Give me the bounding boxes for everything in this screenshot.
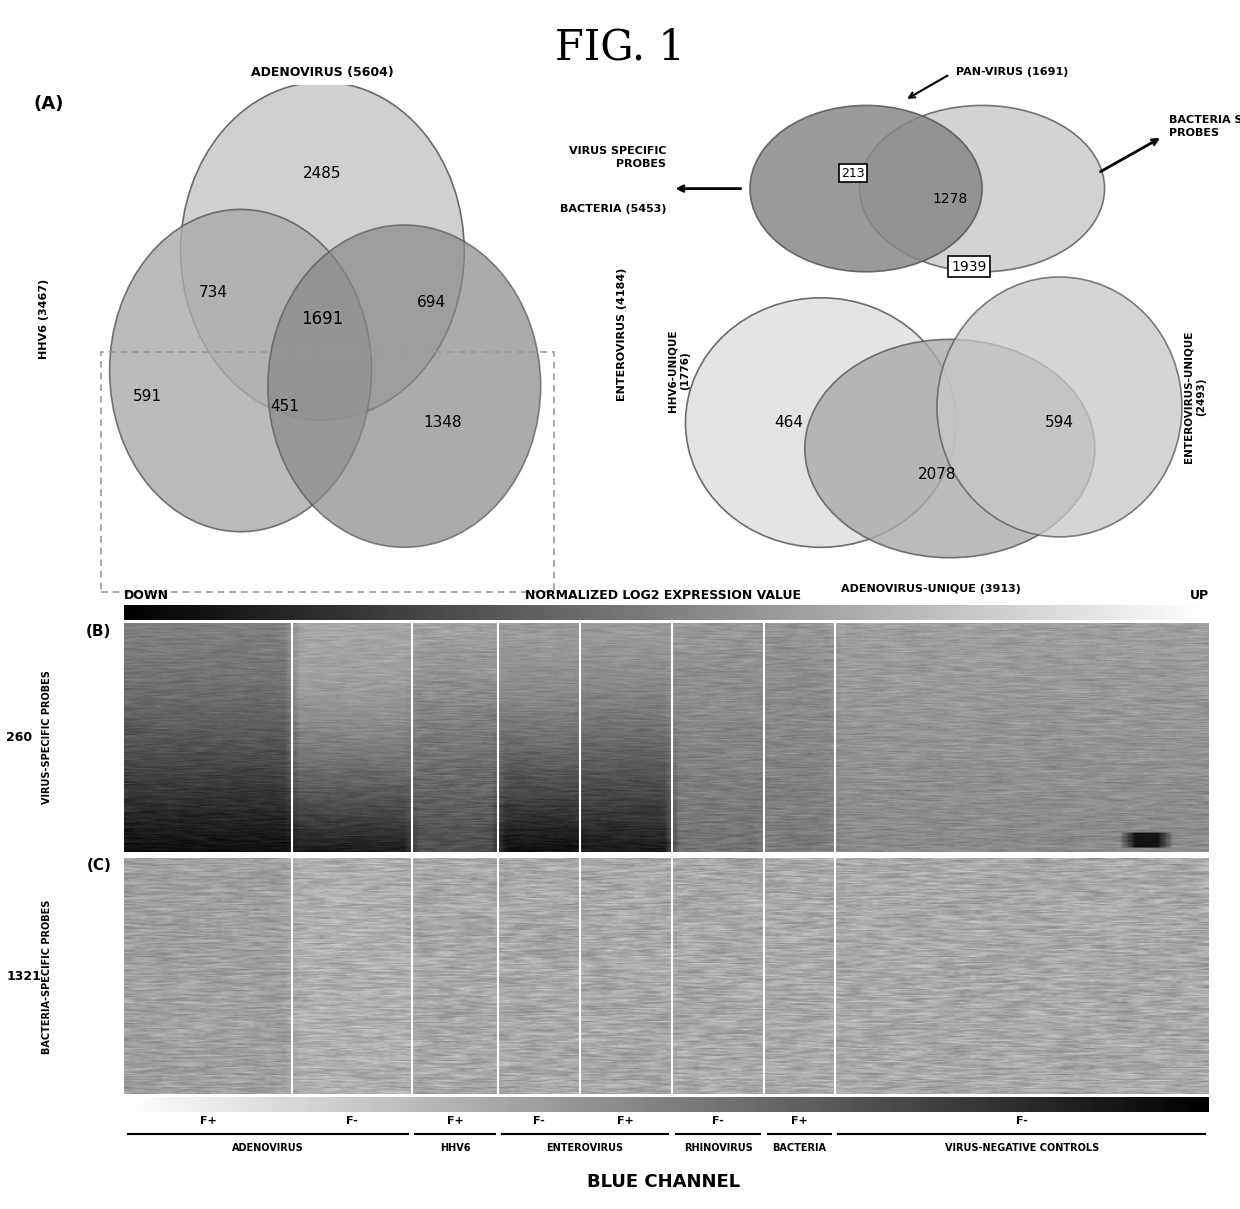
Ellipse shape [750,105,982,272]
Text: ADENOVIRUS (5604): ADENOVIRUS (5604) [250,66,394,80]
Text: F-: F- [346,1116,357,1126]
Text: ENTEROVIRUS (4184): ENTEROVIRUS (4184) [618,267,627,401]
Text: RHINOVIRUS: RHINOVIRUS [683,1143,753,1152]
Ellipse shape [805,340,1095,557]
Text: 594: 594 [1045,415,1074,430]
Text: F+: F+ [446,1116,464,1126]
Text: 1939: 1939 [951,260,987,273]
Text: 1278: 1278 [932,192,967,206]
Ellipse shape [268,225,541,548]
Text: F+: F+ [791,1116,807,1126]
Text: BACTERIA (5453): BACTERIA (5453) [559,204,666,214]
Text: 1321: 1321 [6,971,41,983]
Text: BACTERIA-SPECIFIC PROBES: BACTERIA-SPECIFIC PROBES [42,899,52,1054]
Ellipse shape [937,277,1182,537]
Text: 464: 464 [774,415,804,430]
Text: VIRUS-SPECIFIC PROBES: VIRUS-SPECIFIC PROBES [42,671,52,804]
Text: DOWN: DOWN [124,589,169,602]
Text: BACTERIA SPECIFIC
PROBES: BACTERIA SPECIFIC PROBES [1169,115,1240,138]
Text: HHV6: HHV6 [440,1143,470,1152]
Text: (C): (C) [87,858,112,873]
Text: NORMALIZED LOG2 EXPRESSION VALUE: NORMALIZED LOG2 EXPRESSION VALUE [526,589,801,602]
Text: F-: F- [533,1116,544,1126]
Text: 2485: 2485 [303,166,342,180]
Text: UP: UP [1190,589,1209,602]
Text: 1348: 1348 [423,415,461,430]
Text: ADENOVIRUS: ADENOVIRUS [232,1143,304,1152]
Text: 694: 694 [417,295,446,311]
Text: F-: F- [712,1116,724,1126]
Text: F+: F+ [200,1116,217,1126]
Text: VIRUS SPECIFIC
PROBES: VIRUS SPECIFIC PROBES [569,146,666,169]
Ellipse shape [686,297,956,548]
Text: HHV6 (3467): HHV6 (3467) [40,278,50,359]
Text: FIG. 1: FIG. 1 [556,27,684,68]
Text: 734: 734 [198,285,228,300]
Text: (A): (A) [33,96,63,112]
Text: 2078: 2078 [918,467,956,482]
Text: ENTEROVIRUS: ENTEROVIRUS [547,1143,624,1152]
Text: F+: F+ [618,1116,634,1126]
Ellipse shape [181,82,464,420]
Text: ADENOVIRUS-UNIQUE (3913): ADENOVIRUS-UNIQUE (3913) [841,584,1021,594]
Text: HHV6-UNIQUE
(1776): HHV6-UNIQUE (1776) [668,329,691,412]
Text: (B): (B) [87,624,112,638]
Text: 451: 451 [270,399,299,415]
Ellipse shape [859,105,1105,272]
Text: VIRUS-NEGATIVE CONTROLS: VIRUS-NEGATIVE CONTROLS [945,1143,1099,1152]
Text: 213: 213 [841,167,866,179]
Text: ENTEROVIRUS-UNIQUE
(2493): ENTEROVIRUS-UNIQUE (2493) [1184,330,1207,463]
Text: PAN-VIRUS (1691): PAN-VIRUS (1691) [956,66,1069,76]
Text: 1691: 1691 [301,310,343,328]
Text: F-: F- [1016,1116,1028,1126]
Text: 591: 591 [134,389,162,404]
Text: 260: 260 [6,731,32,744]
Text: BLUE CHANNEL: BLUE CHANNEL [587,1174,740,1191]
Ellipse shape [109,209,372,532]
Text: BACTERIA: BACTERIA [773,1143,826,1152]
